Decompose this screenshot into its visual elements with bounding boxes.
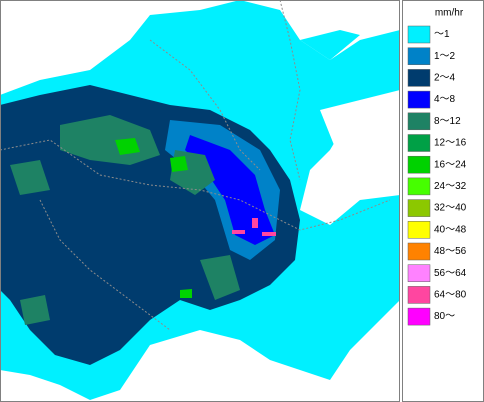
legend-swatch (407, 199, 431, 217)
boundary-line (149, 39, 261, 171)
legend-unit: mm/hr (435, 8, 464, 19)
legend-swatch (407, 112, 431, 131)
rain-64-80 (232, 218, 276, 236)
boundary-line (39, 199, 171, 331)
legend-swatch (407, 264, 431, 282)
legend-label: 24～32 (434, 181, 467, 192)
legend-label: 1～2 (434, 51, 456, 62)
legend-swatch (407, 90, 431, 109)
legend-swatch (407, 242, 431, 261)
boundary-line (279, 0, 301, 181)
legend-label: 12～16 (434, 138, 467, 149)
legend-swatch (407, 221, 431, 239)
legend-label: 32～40 (434, 203, 467, 214)
legend-frame (402, 0, 484, 402)
legend-swatch (407, 177, 431, 196)
legend-label: 56～64 (434, 268, 467, 279)
rain-16-24 (115, 138, 192, 298)
legend-swatch (407, 307, 431, 326)
rain-light-patch (300, 30, 400, 290)
legend-swatch (407, 286, 431, 304)
legend-label: 4～8 (434, 94, 456, 105)
legend-label: 2～4 (434, 73, 456, 84)
legend-label: 8～12 (434, 116, 461, 127)
legend-label: 64～80 (434, 290, 467, 301)
boundaries (0, 0, 391, 331)
legend-label: 16～24 (434, 159, 467, 170)
coastline (0, 139, 391, 231)
legend-swatch (407, 155, 431, 174)
legend-swatch (407, 25, 431, 44)
legend-label: ～1 (434, 29, 450, 40)
radar-map (0, 0, 400, 402)
legend-label: 40～48 (434, 224, 467, 235)
legend-label: 48～56 (434, 246, 467, 257)
legend-swatch (407, 69, 431, 87)
legend-swatch (407, 47, 431, 65)
legend-label: 80～ (434, 311, 455, 322)
legend-swatch (407, 134, 431, 152)
